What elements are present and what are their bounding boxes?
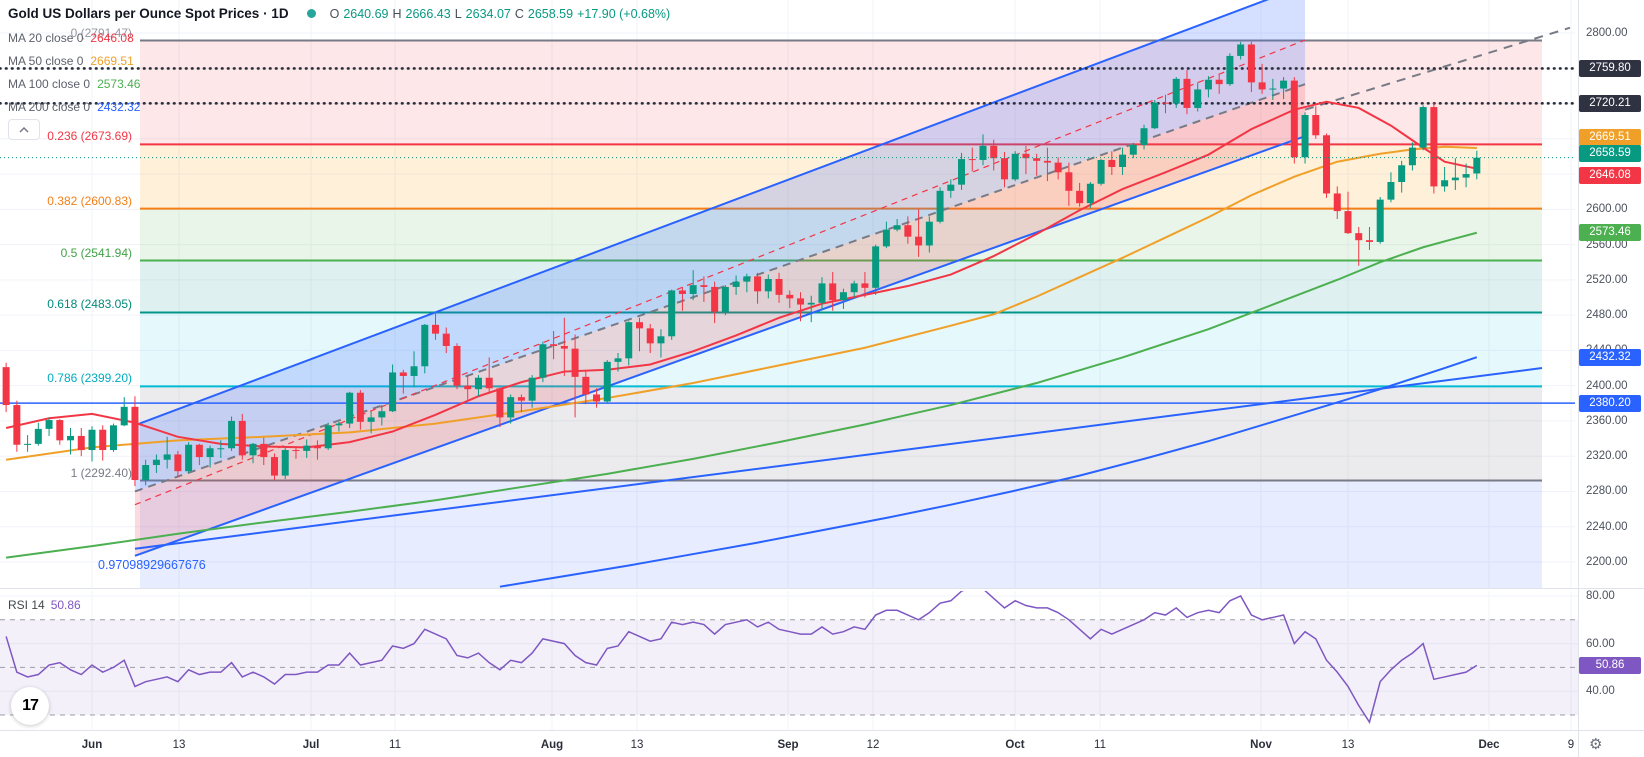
channel-midline-extension: [1304, 26, 1571, 111]
rsi-tick: 40.00: [1586, 685, 1615, 698]
price-tick: 2360.00: [1586, 414, 1628, 427]
rsi-tick: 60.00: [1586, 637, 1615, 650]
chart-header: Gold US Dollars per Ounce Spot Prices · …: [8, 5, 674, 23]
ma-value: 2573.46: [97, 77, 141, 91]
ma-legend-row[interactable]: MA 20 close 0 2646.08: [8, 31, 134, 45]
fib-level-label: 0.786 (2399.20): [47, 371, 132, 386]
low-value: 2634.07: [465, 7, 511, 21]
ma50-line: [5, 145, 1477, 461]
high-value: 2666.43: [405, 7, 451, 21]
fib-level-label: 0.5 (2541.94): [60, 245, 132, 260]
time-tick: Nov: [1250, 739, 1272, 751]
price-tick: 2560.00: [1586, 238, 1628, 251]
open-value: 2640.69: [343, 7, 389, 21]
fib-retracement: [140, 39, 1542, 588]
price-badge: 50.86: [1579, 656, 1641, 674]
time-tick: 12: [866, 739, 880, 751]
ma-legend-row[interactable]: MA 200 close 0 2432.32: [8, 100, 141, 114]
rsi-value: 50.86: [50, 598, 81, 612]
rsi-pane-graphics: [0, 591, 1578, 724]
price-tick: 2800.00: [1586, 27, 1628, 39]
settings-gear-icon[interactable]: ⚙: [1589, 736, 1603, 753]
pearson-r-label: 0.97098929667676: [98, 558, 206, 572]
ma-value: 2646.08: [90, 31, 134, 45]
rsi-indicator-label[interactable]: RSI 14 50.86: [8, 598, 81, 612]
change-value: +17.90 (+0.68%): [577, 7, 671, 21]
time-tick: Oct: [1005, 739, 1025, 751]
rsi-line: [5, 591, 1478, 724]
price-tick: 2240.00: [1586, 520, 1628, 533]
fib-level-label: 0.618 (2483.05): [47, 297, 132, 312]
time-tick: 13: [630, 739, 644, 751]
price-badge: 2380.20: [1579, 394, 1641, 412]
time-tick: Jun: [81, 739, 103, 751]
ma-legend-row[interactable]: MA 50 close 0 2669.51: [8, 54, 134, 68]
ma-value: 2432.32: [97, 100, 141, 114]
symbol-title[interactable]: Gold US Dollars per Ounce Spot Prices · …: [8, 6, 289, 21]
fib-level-label: 0.236 (2673.69): [47, 129, 132, 144]
time-tick: 13: [1341, 739, 1355, 751]
price-tick: 2320.00: [1586, 450, 1628, 463]
price-tick: 2480.00: [1586, 309, 1628, 322]
outer-trendline: [134, 367, 1543, 550]
time-tick: Dec: [1478, 739, 1500, 751]
ma100-line: [5, 231, 1478, 559]
live-status-dot: [306, 9, 316, 18]
ma-legend-row[interactable]: MA 100 close 0 2573.46: [8, 77, 141, 91]
tradingview-logo[interactable]: 17: [11, 687, 49, 725]
price-badge: 2573.46: [1579, 224, 1641, 242]
price-tick: 2600.00: [1586, 203, 1628, 216]
price-badge: 2720.21: [1579, 94, 1641, 112]
close-value: 2658.59: [527, 7, 574, 21]
time-tick: Jul: [302, 739, 320, 751]
legend-collapse-button[interactable]: [8, 119, 40, 140]
price-badge: 2669.51: [1579, 128, 1641, 146]
chevron-up-icon: [19, 126, 29, 133]
ma200-line: [499, 356, 1478, 588]
time-tick: Sep: [777, 739, 799, 751]
price-badge: 2658.59: [1579, 145, 1641, 163]
price-tick: 2400.00: [1586, 379, 1628, 392]
candlesticks: [2, 41, 1481, 487]
time-tick: 11: [389, 739, 401, 751]
time-tick: 9: [1567, 739, 1575, 751]
time-tick: Aug: [540, 739, 564, 751]
rsi-tick: 80.00: [1586, 590, 1615, 602]
ohlc-readout: O 2640.69 H 2666.43 L 2634.07 C 2658.59 +17.90 (…: [329, 7, 671, 21]
time-tick: 11: [1094, 739, 1106, 751]
price-tick: 2200.00: [1586, 556, 1628, 568]
price-badge: 2432.32: [1579, 348, 1641, 366]
price-tick: 2520.00: [1586, 273, 1628, 286]
regression-channel: [134, 0, 1306, 557]
price-badge: 2646.08: [1579, 167, 1641, 185]
fib-level-label: 0.382 (2600.83): [47, 193, 132, 208]
horizontal-levels: [0, 67, 1577, 404]
price-tick: 2280.00: [1586, 485, 1628, 498]
price-badge: 2759.80: [1579, 59, 1641, 77]
ma-value: 2669.51: [90, 54, 134, 68]
fib-level-label: 0 (2791.47): [70, 25, 132, 40]
time-tick: 13: [172, 739, 186, 751]
fib-level-label: 1 (2292.40): [70, 465, 132, 480]
